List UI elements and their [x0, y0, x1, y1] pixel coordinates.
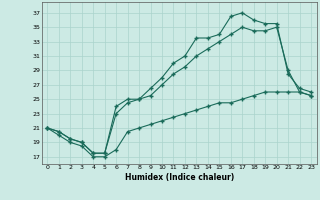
- X-axis label: Humidex (Indice chaleur): Humidex (Indice chaleur): [124, 173, 234, 182]
